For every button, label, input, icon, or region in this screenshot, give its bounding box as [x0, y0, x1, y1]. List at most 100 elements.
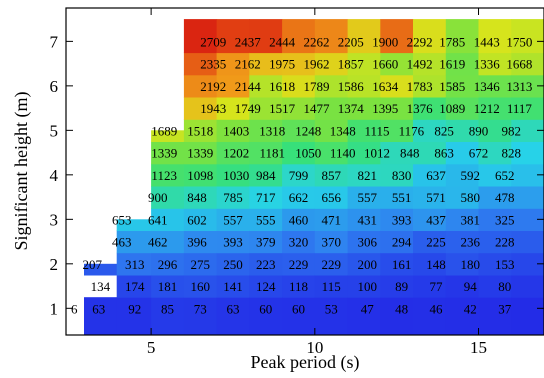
y-axis-ticks: 1 2 3 4 5 6 7 [50, 32, 544, 318]
heatmap-cell [282, 119, 316, 142]
heatmap-cell [413, 141, 447, 165]
cell-value-label: 1346 [474, 79, 501, 94]
cell-value-label: 228 [495, 235, 515, 250]
cell-value-label: 431 [357, 212, 377, 227]
cell-value-label: 1585 [439, 79, 465, 94]
heatmap-cell [183, 163, 218, 187]
heatmap-cell [347, 297, 381, 335]
heatmap-cell [511, 19, 544, 54]
cell-value-label: 1012 [364, 146, 390, 161]
heatmap-cell [151, 230, 185, 254]
cell-value-label: 2437 [235, 34, 262, 49]
heatmap-cell [249, 230, 283, 254]
heatmap-cells [84, 19, 544, 335]
cell-value-label: 1181 [260, 146, 286, 161]
cell-value-label: 1212 [474, 101, 500, 116]
cell-value-label: 181 [158, 279, 178, 294]
cell-value-label: 1668 [506, 57, 532, 72]
heatmap-cell [183, 252, 218, 276]
x-tick-label: 15 [470, 338, 487, 357]
cell-value-label: 1117 [507, 101, 533, 116]
cell-value-label: 180 [461, 257, 481, 272]
cell-value-label: 250 [223, 257, 243, 272]
cell-value-label: 1318 [259, 123, 285, 138]
heatmap-cell [249, 52, 283, 76]
cell-value-label: 370 [321, 235, 341, 250]
cell-value-label: 275 [190, 257, 210, 272]
heatmap-cell [151, 297, 185, 335]
heatmap-cell [347, 19, 381, 54]
heatmap-cell [216, 119, 250, 142]
cell-value-label: 115 [322, 279, 341, 294]
cell-value-label: 80 [498, 279, 511, 294]
heatmap-cell [282, 74, 316, 98]
cell-value-label: 890 [469, 123, 489, 138]
heatmap-cell [216, 19, 250, 54]
heatmap-cell [282, 19, 316, 54]
cell-value-label: 46 [430, 301, 444, 316]
heatmap-cell [413, 163, 447, 187]
cell-value-label: 92 [128, 301, 141, 316]
heatmap-cell [478, 141, 512, 165]
cell-value-label: 1785 [439, 34, 465, 49]
heatmap-cell [151, 208, 185, 231]
heatmap-cell [511, 163, 544, 187]
cell-value-label: 6 [71, 301, 78, 316]
cell-value-label: 1517 [269, 101, 296, 116]
cell-value-label: 94 [464, 279, 478, 294]
cell-value-label: 60 [259, 301, 272, 316]
cell-value-label: 555 [256, 212, 276, 227]
heatmap-cell [478, 297, 512, 335]
heatmap-cell [249, 97, 283, 120]
cell-value-label: 785 [223, 190, 243, 205]
heatmap-cell [445, 52, 480, 76]
cell-value-label: 73 [194, 301, 207, 316]
cell-value-label: 460 [289, 212, 309, 227]
heatmap-cell [380, 230, 414, 254]
heatmap-cell [478, 274, 512, 298]
cell-value-label: 1962 [304, 57, 330, 72]
cell-value-label: 393 [392, 212, 412, 227]
cell-value-label: 471 [321, 212, 341, 227]
cell-value-label: 1518 [187, 123, 213, 138]
heatmap-cell [347, 252, 381, 276]
heatmap-cell [314, 163, 349, 187]
heatmap-cell [249, 141, 283, 165]
heatmap-cell [380, 97, 414, 120]
cell-value-label: 1783 [407, 79, 433, 94]
cell-value-label: 320 [289, 235, 309, 250]
heatmap-cell [216, 230, 250, 254]
heatmap-cell [216, 141, 250, 165]
heatmap-cell [445, 141, 480, 165]
heatmap-cell [314, 119, 349, 142]
heatmap-cell [116, 219, 152, 231]
heatmap-cell [445, 208, 480, 231]
cell-value-label: 85 [161, 301, 174, 316]
cell-value-label: 1789 [304, 79, 330, 94]
cell-value-label: 1202 [223, 146, 249, 161]
cell-value-label: 379 [256, 235, 276, 250]
heatmap-cell [183, 119, 218, 142]
cell-value-label: 200 [357, 257, 377, 272]
heatmap-cell [380, 74, 414, 98]
heatmap-cell [282, 252, 316, 276]
cell-value-label: 100 [357, 279, 377, 294]
heatmap-cell [183, 186, 218, 209]
heatmap-cell [445, 186, 480, 209]
cell-value-label: 1750 [506, 34, 532, 49]
heatmap-cell [314, 141, 349, 165]
heatmap-cell [282, 274, 316, 298]
heatmap-cell [347, 230, 381, 254]
cell-value-label: 63 [227, 301, 240, 316]
heatmap-cell [445, 163, 480, 187]
cell-value-label: 313 [125, 257, 145, 272]
heatmap-cell [511, 74, 544, 98]
heatmap-cell [183, 208, 218, 231]
cell-value-label: 1618 [269, 79, 295, 94]
y-tick-label: 4 [50, 166, 59, 185]
cell-value-label: 236 [461, 235, 481, 250]
heatmap-cell [478, 119, 512, 142]
cell-value-label: 653 [112, 212, 132, 227]
heatmap-cell [314, 74, 349, 98]
heatmap-cell [183, 141, 218, 165]
